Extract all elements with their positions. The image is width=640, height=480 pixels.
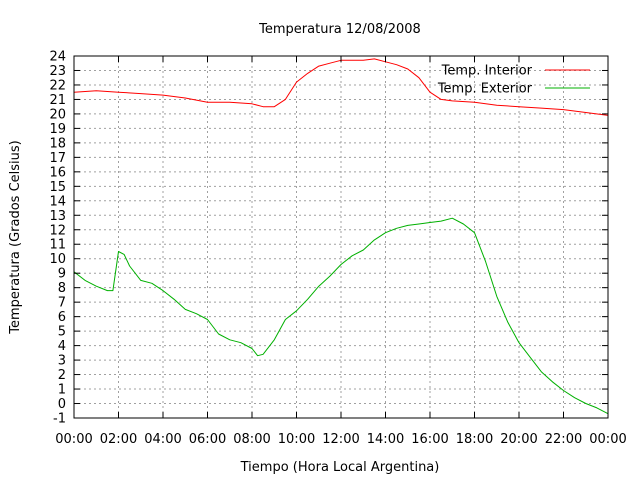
x-tick-label: 06:00 (189, 432, 226, 447)
y-tick-label: 7 (58, 296, 66, 311)
y-tick-label: 12 (49, 223, 66, 238)
axis-ticks: -101234567891011121314151617181920212223… (49, 50, 626, 448)
y-tick-label: 3 (58, 354, 66, 369)
y-tick-label: 17 (49, 151, 66, 166)
x-tick-label: 20:00 (500, 432, 537, 447)
y-tick-label: 11 (49, 238, 66, 253)
x-tick-label: 02:00 (100, 432, 137, 447)
y-tick-label: 18 (49, 136, 66, 151)
y-tick-label: 10 (49, 252, 66, 267)
x-tick-label: 00:00 (589, 432, 626, 447)
x-tick-label: 04:00 (144, 432, 181, 447)
y-tick-label: 16 (49, 165, 66, 180)
y-tick-label: 21 (49, 93, 66, 108)
y-tick-label: -1 (53, 412, 66, 427)
y-tick-label: 20 (49, 107, 66, 122)
x-tick-label: 22:00 (545, 432, 582, 447)
y-tick-label: 15 (49, 180, 66, 195)
x-tick-label: 12:00 (322, 432, 359, 447)
y-tick-label: 4 (58, 339, 66, 354)
y-tick-label: 14 (49, 194, 66, 209)
x-axis-label: Tiempo (Hora Local Argentina) (240, 460, 440, 475)
y-tick-label: 13 (49, 209, 66, 224)
y-tick-label: 1 (58, 383, 66, 398)
series-line-exterior (73, 217, 609, 415)
chart-title: Temperatura 12/08/2008 (258, 22, 421, 37)
series-lines (73, 58, 609, 415)
x-tick-label: 08:00 (233, 432, 270, 447)
grid-lines (74, 56, 608, 418)
y-tick-label: 0 (58, 397, 66, 412)
legend: Temp. Interior Temp. Exterior (437, 64, 590, 97)
y-tick-label: 6 (58, 310, 66, 325)
y-tick-label: 22 (49, 78, 66, 93)
x-tick-label: 00:00 (55, 432, 92, 447)
y-axis-label: Temperatura (Grados Celsius) (8, 140, 23, 334)
y-tick-label: 5 (58, 325, 66, 340)
series-line-interior (73, 58, 609, 116)
y-tick-label: 24 (49, 50, 66, 65)
legend-label: Temp. Interior (441, 64, 533, 79)
y-tick-label: 23 (49, 64, 66, 79)
y-tick-label: 9 (58, 267, 66, 282)
x-tick-label: 18:00 (456, 432, 493, 447)
x-tick-label: 14:00 (367, 432, 404, 447)
y-tick-label: 2 (58, 368, 66, 383)
y-tick-label: 8 (58, 281, 66, 296)
x-tick-label: 10:00 (278, 432, 315, 447)
y-tick-label: 19 (49, 122, 66, 137)
legend-label: Temp. Exterior (437, 82, 533, 97)
x-tick-label: 16:00 (411, 432, 448, 447)
